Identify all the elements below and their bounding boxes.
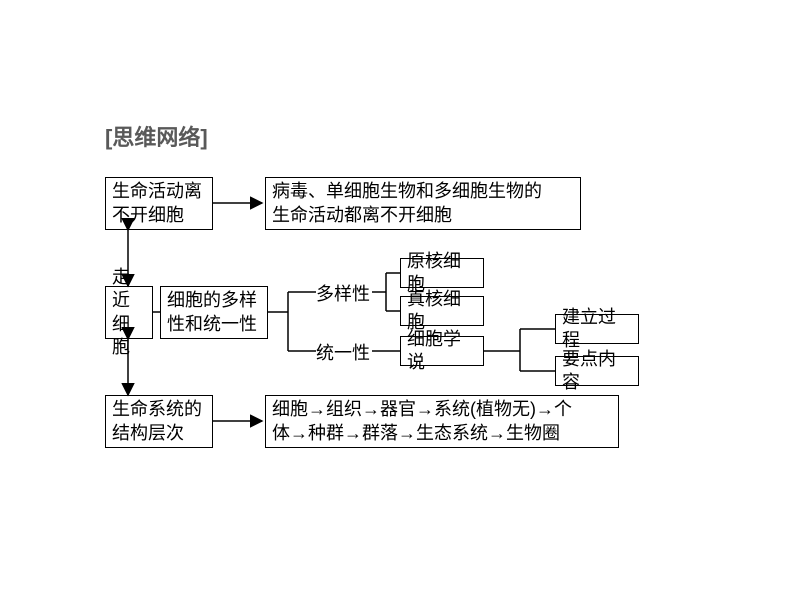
label-unity: 统一性 <box>316 339 370 365</box>
node-cell-theory: 细胞学说 <box>400 336 484 366</box>
node-approach-cell: 走近细胞 <box>105 286 153 339</box>
label-diversity: 多样性 <box>316 280 370 306</box>
node-prokaryotic: 原核细胞 <box>400 258 484 288</box>
node-eukaryotic: 真核细胞 <box>400 296 484 326</box>
node-virus-cell: 病毒、单细胞生物和多细胞生物的生命活动都离不开细胞 <box>265 177 581 230</box>
node-diversity-unity: 细胞的多样性和统一性 <box>160 286 268 339</box>
node-structure-levels: 生命系统的结构层次 <box>105 395 213 448</box>
node-establish: 建立过程 <box>555 314 639 344</box>
node-life-activity: 生命活动离不开细胞 <box>105 177 213 230</box>
diagram-title: [思维网络] <box>105 120 208 152</box>
node-hierarchy: 细胞→组织→器官→系统(植物无)→个体→种群→群落→生态系统→生物圈 <box>265 395 619 448</box>
node-keypoints: 要点内容 <box>555 356 639 386</box>
